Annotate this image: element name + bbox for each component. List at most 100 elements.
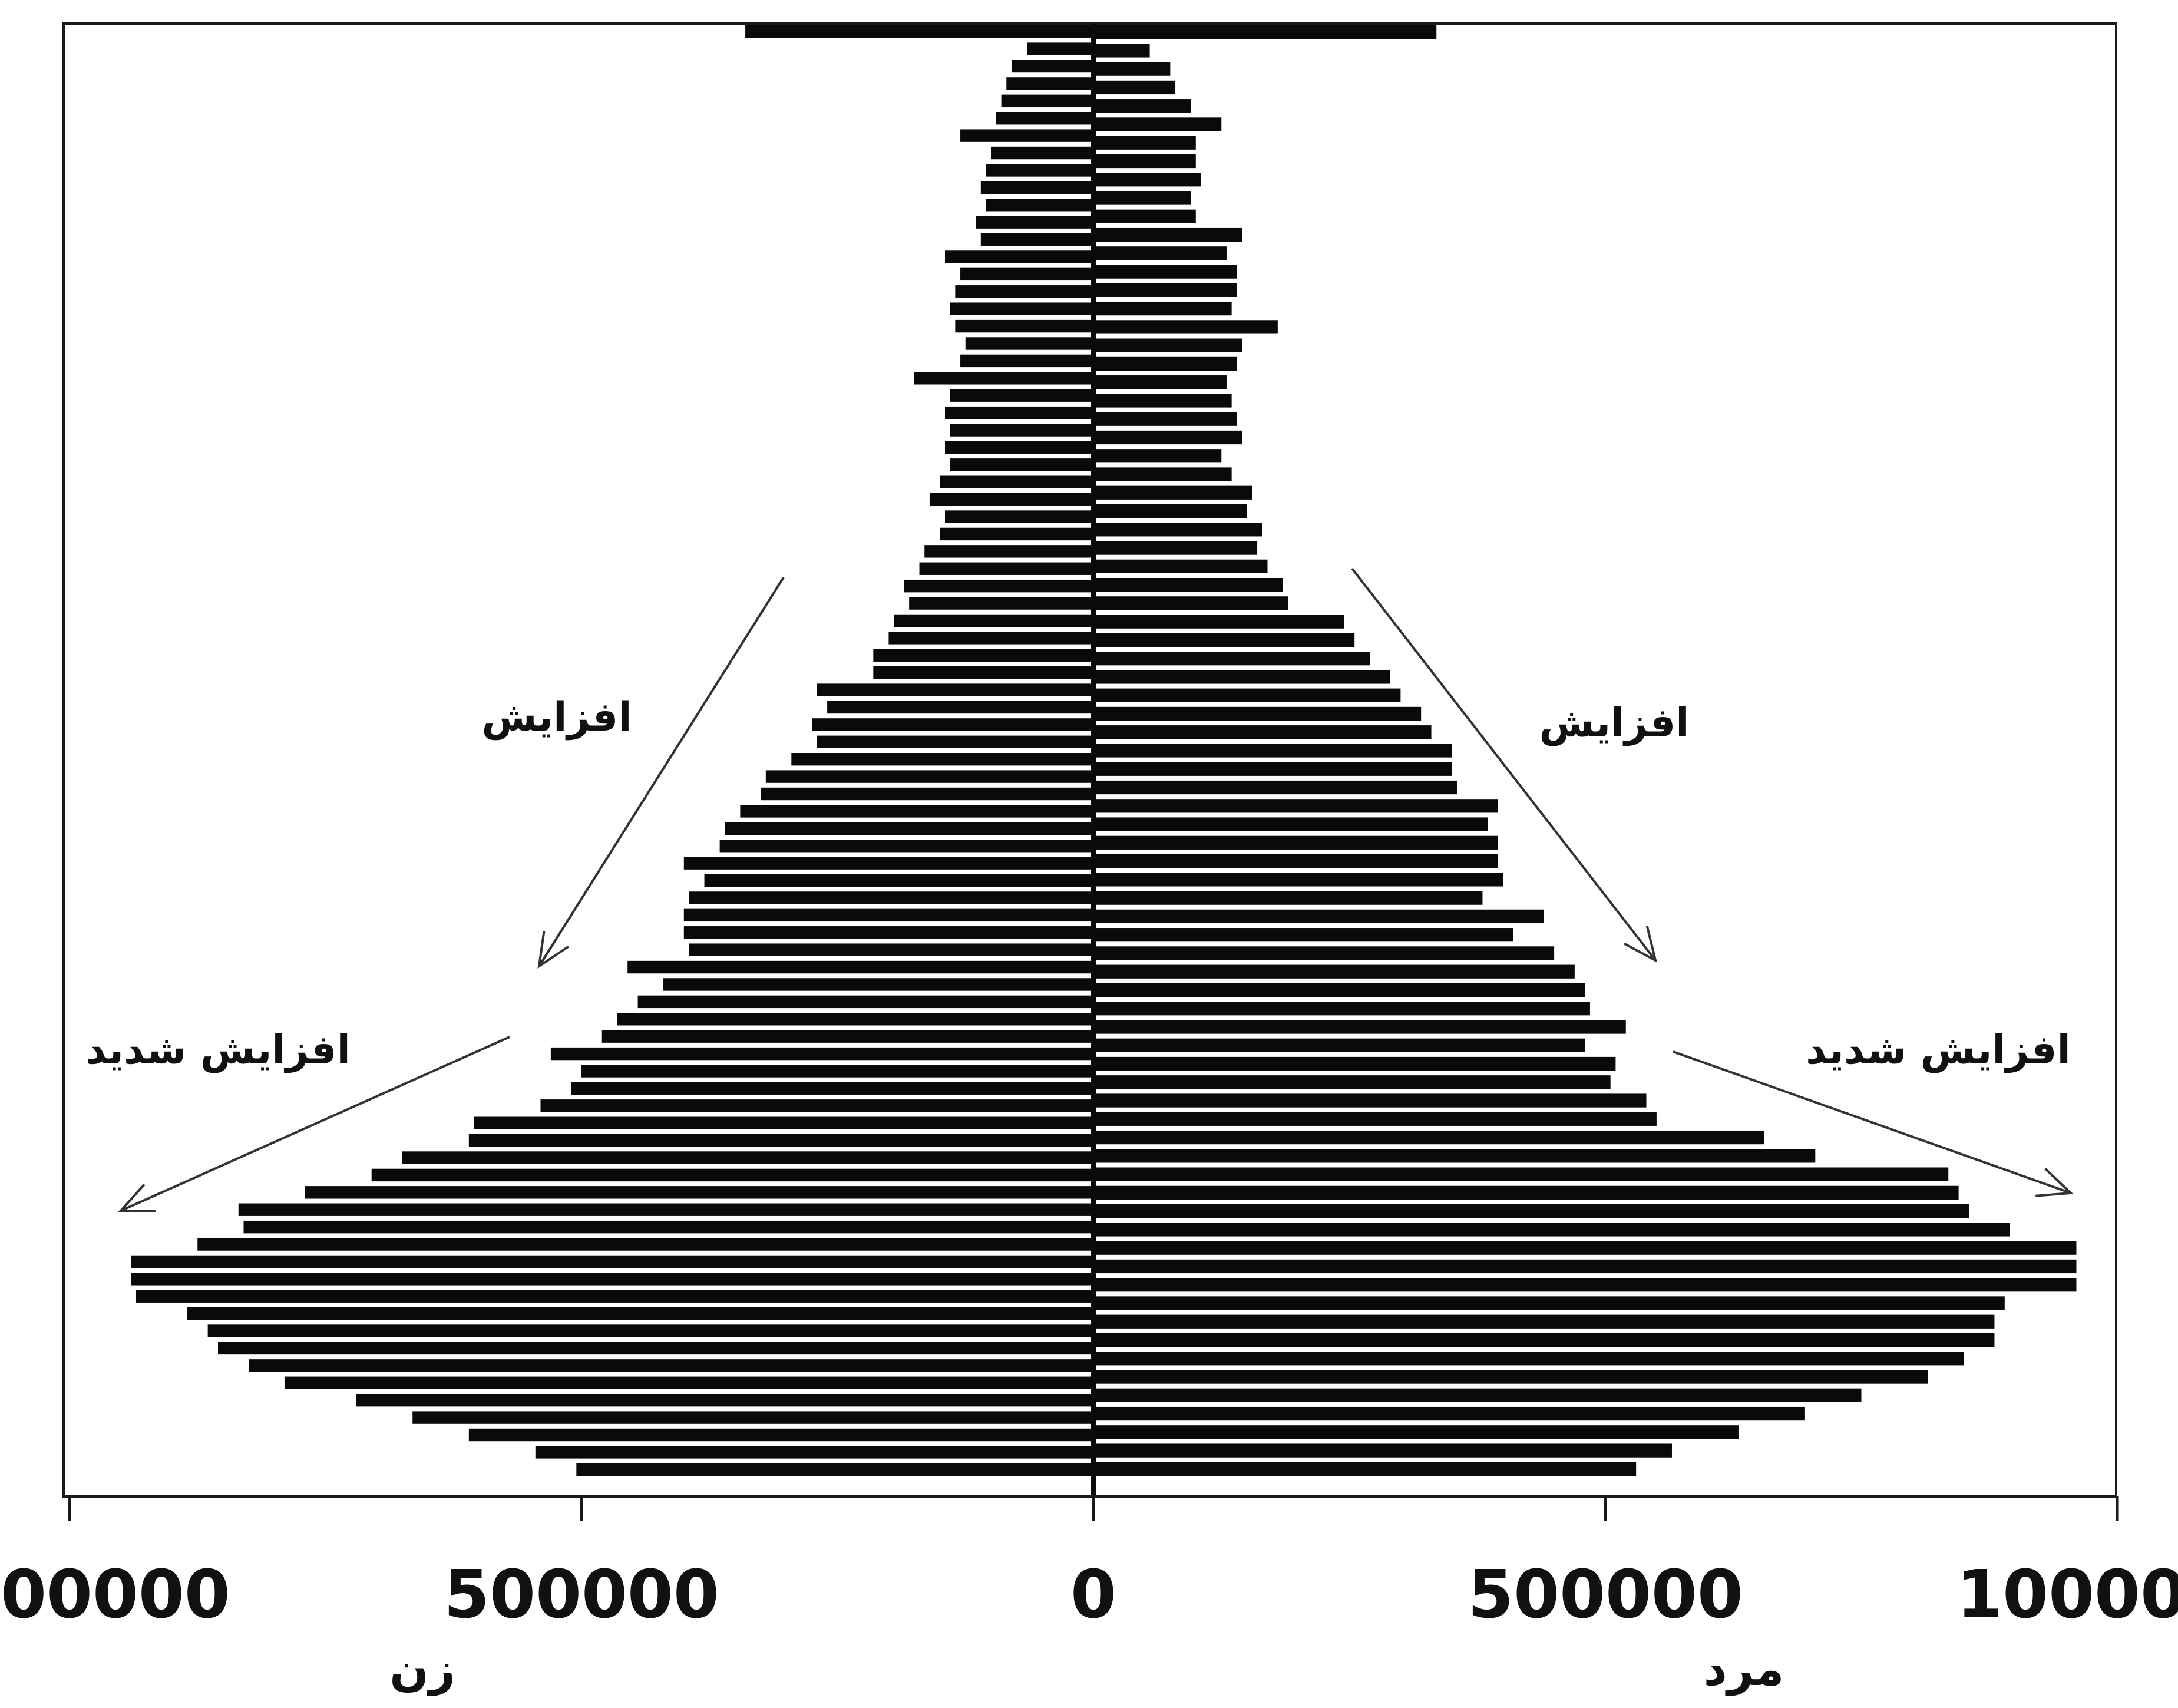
left-bar <box>980 181 1093 194</box>
left-bar <box>683 908 1093 922</box>
left-bar <box>924 545 1093 558</box>
right-bar <box>1093 412 1237 426</box>
right-bar <box>1093 615 1344 629</box>
left-bar <box>725 822 1093 835</box>
right-bar <box>1093 136 1196 150</box>
left-bar <box>663 978 1093 991</box>
left-bar <box>955 319 1093 333</box>
left-bar <box>944 250 1093 263</box>
left-bar <box>197 1238 1093 1251</box>
right-bar <box>1093 25 1437 39</box>
right-bar <box>1093 44 1150 58</box>
left-bar <box>1027 42 1093 55</box>
right-bar <box>1093 430 1242 445</box>
left-bar <box>131 1273 1093 1286</box>
left-bar <box>873 666 1093 679</box>
right-bar <box>1093 356 1237 371</box>
annotation-left-increase: افزایش <box>481 694 632 741</box>
left-bar <box>944 441 1093 454</box>
left-bar <box>135 1290 1094 1303</box>
left-bar <box>827 701 1093 714</box>
right-bar <box>1093 1296 2005 1310</box>
left-bar <box>812 718 1093 731</box>
right-bar <box>1093 1223 2010 1237</box>
left-bar <box>468 1428 1093 1442</box>
right-bar <box>1093 835 1498 850</box>
right-bar <box>1093 1002 1590 1016</box>
right-bar <box>1093 154 1196 169</box>
left-bar <box>218 1342 1093 1355</box>
annotation-left-sharp-increase: افزایش شدید <box>85 1027 351 1073</box>
left-bar <box>540 1099 1093 1112</box>
right-bar <box>1093 62 1171 76</box>
left-bar <box>955 285 1093 298</box>
left-bar <box>817 683 1093 696</box>
right-side-label: مرد <box>1704 1643 1784 1696</box>
right-bar <box>1093 394 1232 408</box>
right-bar <box>1093 1278 2077 1292</box>
arrow-right-increase <box>1351 567 1658 963</box>
left-bar <box>412 1411 1093 1424</box>
right-bar <box>1093 652 1370 666</box>
right-bar <box>1093 1056 1616 1071</box>
left-bar <box>689 943 1093 956</box>
right-bar <box>1093 633 1355 647</box>
right-bar <box>1093 1020 1626 1034</box>
left-bar <box>909 597 1093 610</box>
left-bar <box>740 805 1093 818</box>
right-bar <box>1093 523 1262 537</box>
left-bar <box>576 1463 1093 1476</box>
right-bar <box>1093 467 1232 481</box>
left-bar <box>571 1082 1093 1095</box>
left-bar <box>468 1134 1093 1147</box>
right-bar <box>1093 780 1457 795</box>
left-bar <box>284 1376 1094 1389</box>
right-bar <box>1093 1333 1995 1347</box>
x-tick-label: 1000000 <box>1956 1557 2178 1633</box>
right-bar <box>1093 375 1227 389</box>
right-bar <box>1093 1075 1611 1089</box>
right-bar <box>1093 1314 1995 1329</box>
left-bar <box>991 146 1093 160</box>
left-bar <box>996 112 1093 125</box>
left-bar <box>960 354 1093 368</box>
left-bar <box>1001 94 1093 108</box>
left-bar <box>960 129 1093 142</box>
x-tick-label: 500000 <box>1468 1557 1743 1633</box>
right-bar <box>1093 928 1513 942</box>
right-bar <box>1093 596 1288 610</box>
left-bar <box>950 389 1093 402</box>
right-bar <box>1093 1259 2077 1274</box>
left-bar <box>894 614 1093 627</box>
right-bar <box>1093 854 1498 868</box>
right-bar <box>1093 873 1503 887</box>
right-bar <box>1093 559 1268 573</box>
right-bar <box>1093 1425 1739 1439</box>
left-side-label: زن <box>389 1643 455 1696</box>
left-bar <box>745 25 1093 38</box>
x-tick-label: 500000 <box>444 1557 719 1633</box>
left-bar <box>474 1116 1093 1129</box>
left-bar <box>940 527 1093 541</box>
left-bar <box>950 424 1093 437</box>
right-bar <box>1093 117 1222 131</box>
left-bar <box>950 302 1093 315</box>
left-bar <box>914 372 1093 385</box>
left-bar <box>704 874 1093 887</box>
right-bar <box>1093 1370 1928 1384</box>
right-bar <box>1093 1241 2077 1255</box>
left-bar <box>683 857 1093 870</box>
right-bar <box>1093 99 1191 113</box>
right-bar <box>1093 246 1227 260</box>
left-bar <box>944 406 1093 419</box>
x-tick-label: 0 <box>1070 1557 1116 1633</box>
right-bar <box>1093 80 1176 95</box>
right-bar <box>1093 762 1452 776</box>
right-bar <box>1093 1443 1672 1458</box>
left-bar <box>535 1446 1093 1459</box>
right-bar <box>1093 1038 1585 1052</box>
bars-group <box>131 25 2077 1476</box>
right-bar <box>1093 301 1232 316</box>
left-bar <box>929 493 1093 506</box>
left-bar <box>791 753 1093 766</box>
